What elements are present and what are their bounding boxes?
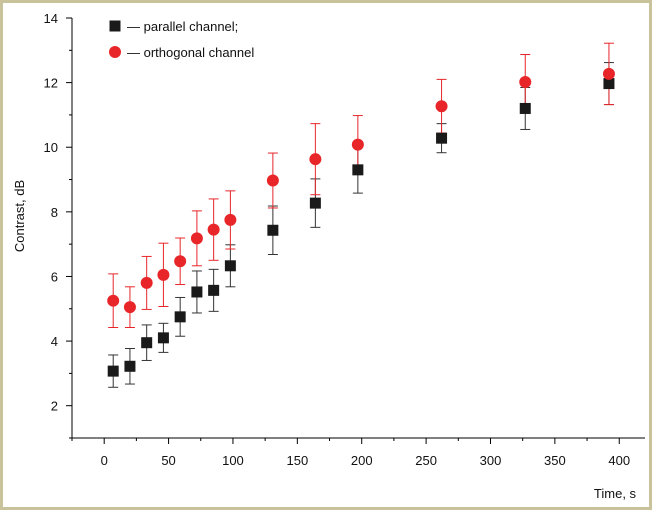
y-axis-label: Contrast, dB [12, 180, 27, 252]
series-orthogonal-channel [108, 42, 614, 329]
data-point-square [124, 360, 136, 372]
data-point-circle [107, 294, 120, 307]
data-point-square [141, 337, 153, 349]
x-tick-label: 100 [222, 453, 244, 468]
legend-marker-square [109, 20, 121, 32]
markers-parallel-channel [107, 78, 615, 377]
data-point-square [436, 132, 448, 144]
data-point-circle [351, 138, 364, 151]
data-point-square [309, 197, 321, 209]
data-point-circle [435, 100, 448, 113]
legend-label: — parallel channel; [127, 19, 238, 34]
x-tick-label: 50 [161, 453, 175, 468]
data-point-square [224, 260, 236, 272]
data-point-circle [224, 213, 237, 226]
legend: — parallel channel; — orthogonal channel [109, 19, 254, 60]
data-point-circle [123, 301, 136, 314]
data-point-square [352, 164, 364, 176]
scatter-chart: 0 50 100 150 200 250 300 350 400 2 4 6 8 10 12 14 Time, … [12, 11, 645, 501]
data-point-square [603, 78, 615, 90]
x-tick-label: 0 [101, 453, 108, 468]
x-tick-label: 150 [286, 453, 308, 468]
axes: 0 50 100 150 200 250 300 350 400 2 4 6 8 10 12 14 Time, … [12, 11, 645, 501]
y-tick-label: 6 [51, 269, 58, 284]
series-parallel-channel [108, 62, 614, 388]
data-point-circle [207, 223, 220, 236]
y-tick-label: 12 [44, 76, 58, 91]
x-tick-label: 250 [415, 453, 437, 468]
data-point-square [191, 286, 203, 298]
x-tick-label: 200 [351, 453, 373, 468]
y-tick-label: 2 [51, 399, 58, 414]
y-tick-label: 10 [44, 140, 58, 155]
data-point-circle [266, 174, 279, 187]
data-point-square [157, 332, 169, 344]
y-tick-label: 4 [51, 334, 58, 349]
y-tick-label: 8 [51, 205, 58, 220]
x-tick-label: 350 [544, 453, 566, 468]
y-tick-label: 14 [44, 11, 58, 26]
data-point-square [174, 311, 186, 323]
x-tick-label: 400 [608, 453, 630, 468]
data-point-square [267, 224, 279, 236]
data-point-circle [140, 276, 153, 289]
data-point-square [519, 102, 531, 114]
legend-marker-circle [109, 46, 121, 58]
data-point-square [107, 365, 119, 377]
markers-orthogonal-channel [107, 67, 615, 314]
data-point-square [208, 284, 220, 296]
x-tick-label: 300 [480, 453, 502, 468]
data-point-circle [190, 232, 203, 245]
data-point-circle [602, 67, 615, 80]
data-point-circle [309, 153, 322, 166]
data-point-circle [157, 268, 170, 281]
x-axis-label: Time, s [594, 486, 637, 501]
data-marks [107, 42, 615, 388]
data-point-circle [174, 255, 187, 268]
legend-label: — orthogonal channel [127, 45, 254, 60]
data-point-circle [519, 75, 532, 88]
